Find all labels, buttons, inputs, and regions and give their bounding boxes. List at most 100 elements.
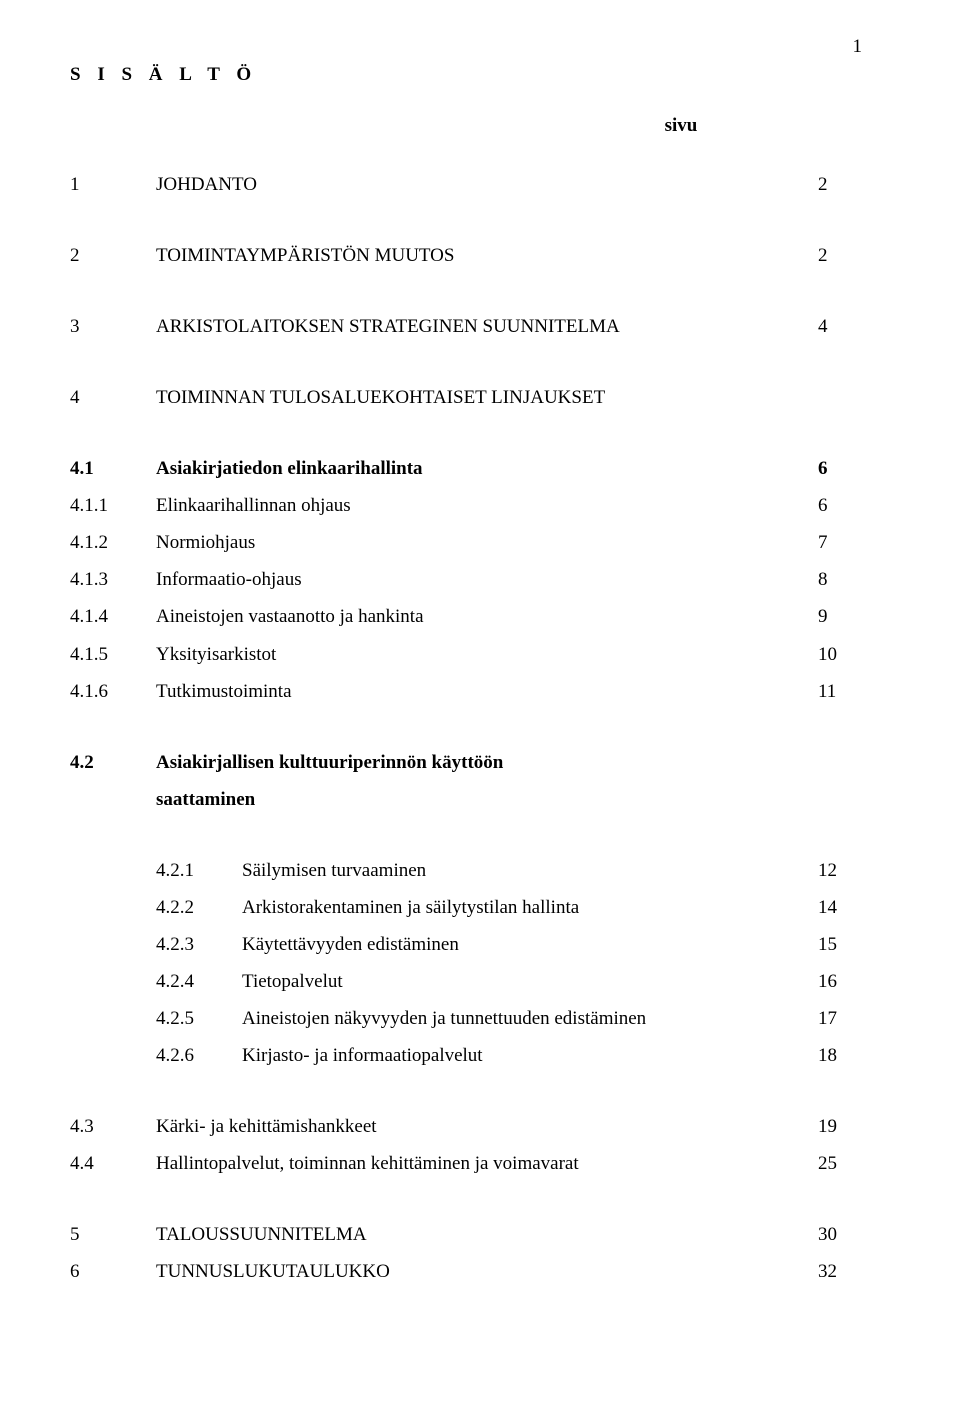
toc-num: 4.1.3 (70, 561, 156, 598)
toc-page-ref: 6 (818, 450, 862, 487)
toc-page-ref: 25 (818, 1145, 862, 1182)
toc-row: 4.2.2 Arkistorakentaminen ja säilytystil… (156, 889, 862, 926)
toc-page-ref: 15 (818, 926, 862, 963)
toc-title: TALOUSSUUNNITELMA (156, 1216, 818, 1253)
toc-num: 4.4 (70, 1145, 156, 1182)
spacer (70, 345, 862, 379)
toc-title: Tutkimustoiminta (156, 673, 818, 710)
spacer (70, 416, 862, 450)
toc-row: 4.1.6 Tutkimustoiminta 11 (70, 673, 862, 710)
toc-row: 4.1.4 Aineistojen vastaanotto ja hankint… (70, 598, 862, 635)
toc-page-ref: 8 (818, 561, 862, 598)
toc-title: Kärki- ja kehittämishankkeet (156, 1108, 818, 1145)
toc-row: saattaminen (70, 781, 862, 818)
toc-title: Tietopalvelut (242, 963, 818, 1000)
toc-page-ref: 2 (818, 237, 862, 274)
toc-row: 4 TOIMINNAN TULOSALUEKOHTAISET LINJAUKSE… (70, 379, 862, 416)
toc-row: 4.2.4 Tietopalvelut 16 (156, 963, 862, 1000)
toc-title: Käytettävyyden edistäminen (242, 926, 818, 963)
toc-num: 4.1.5 (70, 636, 156, 673)
toc-num: 4.2.1 (156, 852, 242, 889)
toc-row: 4.2.3 Käytettävyyden edistäminen 15 (156, 926, 862, 963)
toc-num: 4.1.1 (70, 487, 156, 524)
toc-row: 5 TALOUSSUUNNITELMA 30 (70, 1216, 862, 1253)
spacer (70, 203, 862, 237)
toc-title: Normiohjaus (156, 524, 818, 561)
toc-num: 4.2.3 (156, 926, 242, 963)
toc-title: Elinkaarihallinnan ohjaus (156, 487, 818, 524)
toc-num: 1 (70, 166, 156, 203)
toc-row: 4.2 Asiakirjallisen kulttuuriperinnön kä… (70, 744, 862, 781)
spacer (70, 1074, 862, 1108)
toc-page-ref: 4 (818, 308, 862, 345)
toc-row: 4.1.3 Informaatio-ohjaus 8 (70, 561, 862, 598)
toc-num: 4.2 (70, 744, 156, 781)
toc-row: 4.1 Asiakirjatiedon elinkaarihallinta 6 (70, 450, 862, 487)
spacer (70, 710, 862, 744)
toc-num: 4.1.4 (70, 598, 156, 635)
spacer (70, 1182, 862, 1216)
toc-page-ref: 16 (818, 963, 862, 1000)
toc-title: Asiakirjallisen kulttuuriperinnön käyttö… (156, 744, 818, 781)
toc-page-ref: 30 (818, 1216, 862, 1253)
toc-title: Hallintopalvelut, toiminnan kehittäminen… (156, 1145, 818, 1182)
toc-heading: S I S Ä L T Ö (70, 56, 862, 93)
toc-title: TOIMINNAN TULOSALUEKOHTAISET LINJAUKSET (156, 379, 818, 416)
toc-row: 4.1.1 Elinkaarihallinnan ohjaus 6 (70, 487, 862, 524)
toc-page-ref: 10 (818, 636, 862, 673)
toc-num: 4.1.2 (70, 524, 156, 561)
toc-page-ref: 18 (818, 1037, 862, 1074)
toc-title: TUNNUSLUKUTAULUKKO (156, 1253, 818, 1290)
toc-page-ref: 7 (818, 524, 862, 561)
toc-num: 4.1 (70, 450, 156, 487)
toc-title: JOHDANTO (156, 166, 818, 203)
toc-page-ref: 32 (818, 1253, 862, 1290)
toc-subgroup: 4.2.1 Säilymisen turvaaminen 12 4.2.2 Ar… (70, 852, 862, 1074)
toc-title: Yksityisarkistot (156, 636, 818, 673)
toc-num: 4.2.4 (156, 963, 242, 1000)
toc-row: 4.3 Kärki- ja kehittämishankkeet 19 (70, 1108, 862, 1145)
page-column-label: sivu (70, 107, 862, 144)
toc-page-ref: 12 (818, 852, 862, 889)
spacer (70, 818, 862, 852)
toc-title: Aineistojen näkyvyyden ja tunnettuuden e… (242, 1000, 818, 1037)
toc-num: 4.2.2 (156, 889, 242, 926)
toc-num: 4.2.5 (156, 1000, 242, 1037)
toc-title: Arkistorakentaminen ja säilytystilan hal… (242, 889, 818, 926)
toc-num: 4.2.6 (156, 1037, 242, 1074)
toc-page-ref: 2 (818, 166, 862, 203)
toc-page-ref: 9 (818, 598, 862, 635)
toc-page-ref: 17 (818, 1000, 862, 1037)
toc-row: 3 ARKISTOLAITOKSEN STRATEGINEN SUUNNITEL… (70, 308, 862, 345)
page-number: 1 (853, 28, 863, 65)
toc-title: TOIMINTAYMPÄRISTÖN MUUTOS (156, 237, 818, 274)
toc-row: 4.1.5 Yksityisarkistot 10 (70, 636, 862, 673)
spacer (70, 274, 862, 308)
toc-num: 6 (70, 1253, 156, 1290)
toc-num: 4 (70, 379, 156, 416)
toc-row: 4.2.1 Säilymisen turvaaminen 12 (156, 852, 862, 889)
toc-row: 4.2.6 Kirjasto- ja informaatiopalvelut 1… (156, 1037, 862, 1074)
toc-title: Aineistojen vastaanotto ja hankinta (156, 598, 818, 635)
toc-page-ref: 6 (818, 487, 862, 524)
toc-title: Säilymisen turvaaminen (242, 852, 818, 889)
toc-page-ref: 11 (818, 673, 862, 710)
toc-title: saattaminen (156, 781, 818, 818)
toc-page-ref: 14 (818, 889, 862, 926)
toc-num: 4.3 (70, 1108, 156, 1145)
toc-row: 6 TUNNUSLUKUTAULUKKO 32 (70, 1253, 862, 1290)
toc-title: Asiakirjatiedon elinkaarihallinta (156, 450, 818, 487)
toc-page: 1 S I S Ä L T Ö sivu 1 JOHDANTO 2 2 TOIM… (0, 0, 960, 1423)
toc-num: 4.1.6 (70, 673, 156, 710)
toc-row: 4.4 Hallintopalvelut, toiminnan kehittäm… (70, 1145, 862, 1182)
toc-num: 5 (70, 1216, 156, 1253)
toc-title: Informaatio-ohjaus (156, 561, 818, 598)
toc-row: 4.1.2 Normiohjaus 7 (70, 524, 862, 561)
toc-title: Kirjasto- ja informaatiopalvelut (242, 1037, 818, 1074)
toc-row: 4.2.5 Aineistojen näkyvyyden ja tunnettu… (156, 1000, 862, 1037)
toc-num: 3 (70, 308, 156, 345)
toc-title: ARKISTOLAITOKSEN STRATEGINEN SUUNNITELMA (156, 308, 818, 345)
toc-page-ref: 19 (818, 1108, 862, 1145)
toc-row: 1 JOHDANTO 2 (70, 166, 862, 203)
toc-num: 2 (70, 237, 156, 274)
